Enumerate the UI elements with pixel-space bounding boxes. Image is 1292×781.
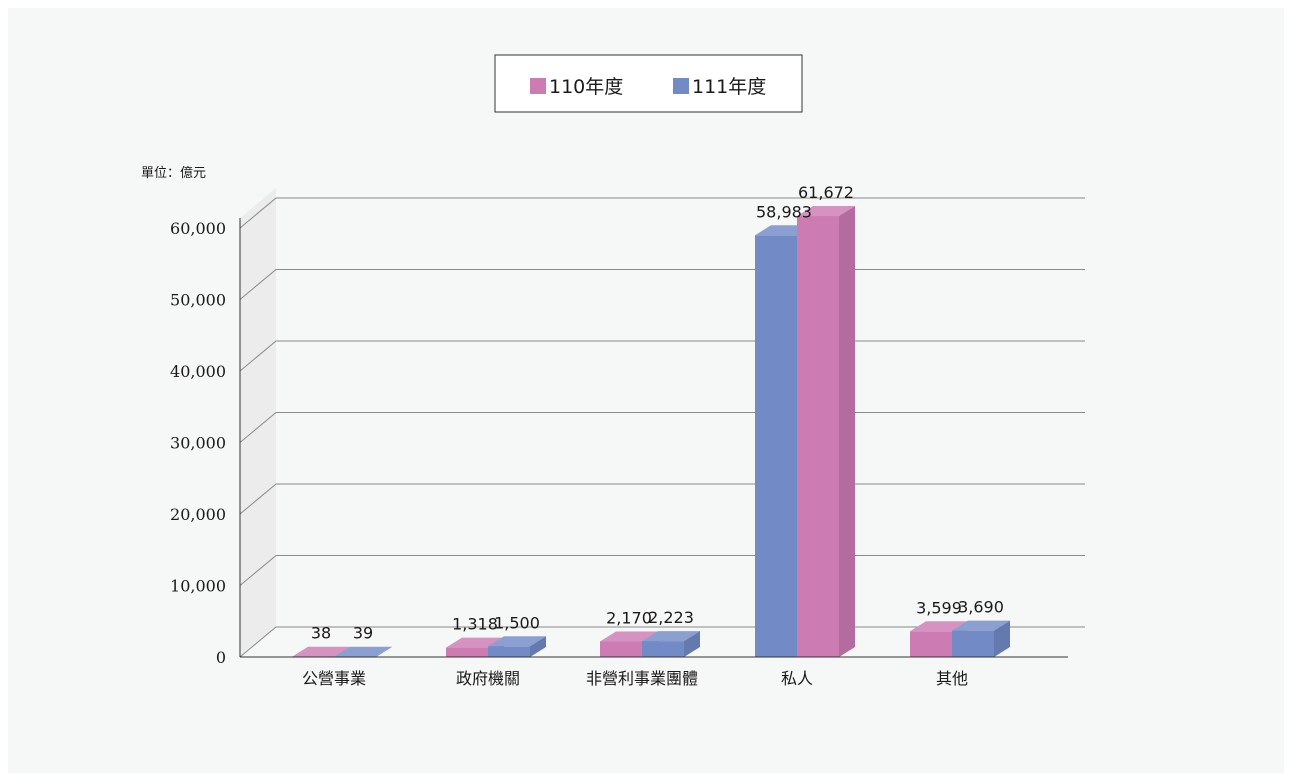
- unit-label: 單位：億元: [141, 165, 206, 181]
- data-label: 2,223: [648, 608, 694, 627]
- data-label: 1,318: [452, 615, 498, 634]
- legend: 110年度 111年度: [494, 54, 803, 113]
- data-label: 38: [311, 624, 331, 643]
- legend-box: [494, 54, 803, 113]
- bar-top: [446, 637, 504, 648]
- gridline: [239, 483, 1085, 515]
- data-label: 61,672: [798, 183, 854, 202]
- bar-front: [910, 631, 952, 657]
- data-label: 39: [353, 624, 373, 643]
- axes: 0 10,000 20,000 30,000 40,000 50,000 60,000 公營事…: [170, 218, 1068, 688]
- gridlines: [239, 197, 1085, 658]
- bar-front: [446, 647, 488, 657]
- x-tick-label: 私人: [781, 669, 813, 688]
- y-tick-label: 40,000: [170, 362, 226, 381]
- side-wall: [240, 188, 276, 657]
- gridline: [239, 340, 1085, 372]
- bar-top: [600, 631, 658, 642]
- bar-front: [952, 630, 994, 657]
- x-tick-label: 其他: [936, 669, 968, 688]
- bar-side: [376, 646, 392, 657]
- gridline: [239, 555, 1085, 586]
- bars: [292, 206, 1010, 658]
- y-tick-label: 50,000: [170, 291, 226, 310]
- bar-top: [797, 206, 855, 217]
- bar-side: [684, 631, 700, 657]
- legend-swatch-111: [673, 78, 689, 94]
- x-tick-label: 公營事業: [302, 669, 366, 688]
- gridline: [239, 412, 1085, 443]
- y-tick-label: 30,000: [170, 434, 226, 453]
- bar-top: [334, 646, 392, 657]
- y-tick-label: 10,000: [170, 577, 226, 596]
- legend-label-111: 111年度: [692, 76, 766, 98]
- y-tick-label: 20,000: [170, 505, 226, 524]
- gridline: [239, 269, 1085, 300]
- bar-top: [910, 621, 968, 632]
- bar-side: [994, 620, 1010, 657]
- back-wall: [240, 188, 276, 657]
- bar-top: [292, 646, 350, 657]
- y-tick-label: 60,000: [170, 219, 226, 238]
- bar-top: [952, 620, 1010, 631]
- bar-side: [530, 636, 546, 657]
- data-label: 2,170: [606, 608, 652, 627]
- bar-1-4: [952, 620, 1010, 657]
- bar-front: [797, 216, 839, 657]
- bar-0-3: [797, 206, 855, 657]
- bar-front: [488, 646, 530, 657]
- x-tick-label: 非營利事業團體: [586, 669, 698, 688]
- data-label: 1,500: [494, 613, 540, 632]
- x-tick-label: 政府機關: [456, 669, 520, 688]
- gridline: [239, 197, 1085, 229]
- data-label: 3,599: [916, 598, 962, 617]
- bar-1-1: [488, 636, 546, 657]
- bar-top: [642, 631, 700, 642]
- legend-label-110: 110年度: [549, 76, 623, 98]
- bar-front: [600, 641, 642, 657]
- chart-area: 38 39 1,318 1,500 2,170 2,223 58,983 61,672 3,59…: [8, 8, 1284, 773]
- bar-top: [488, 636, 546, 647]
- bar-1-2: [642, 631, 700, 657]
- bar-side: [839, 206, 855, 657]
- y-tick-label: 0: [216, 648, 226, 667]
- data-label: 3,690: [958, 598, 1004, 617]
- bar-front: [755, 235, 797, 657]
- legend-swatch-110: [530, 78, 546, 94]
- data-label: 58,983: [756, 202, 812, 221]
- bar-front: [642, 641, 684, 657]
